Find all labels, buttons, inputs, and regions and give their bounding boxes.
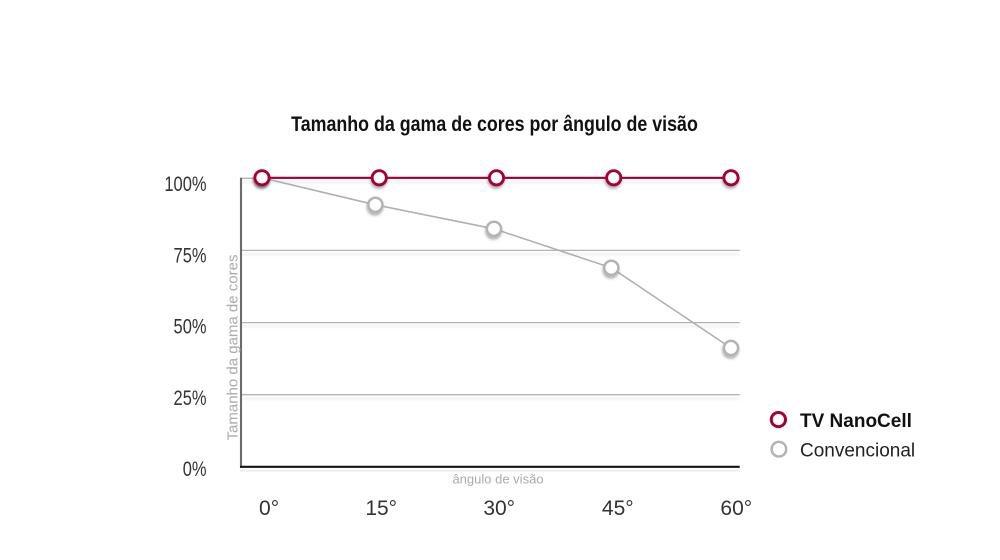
svg-text:60°: 60° [720, 497, 752, 520]
svg-text:Convencional: Convencional [800, 440, 915, 461]
svg-text:100%: 100% [164, 172, 206, 195]
svg-text:Tamanho da gama de cores: Tamanho da gama de cores [225, 255, 242, 441]
svg-text:ângulo de visão: ângulo de visão [452, 472, 543, 487]
svg-text:0°: 0° [259, 497, 279, 520]
svg-text:30°: 30° [483, 497, 515, 520]
svg-text:0%: 0% [183, 457, 207, 480]
svg-text:45°: 45° [602, 497, 634, 520]
svg-text:15°: 15° [365, 497, 397, 520]
svg-text:Tamanho da gama de cores por â: Tamanho da gama de cores por ângulo de v… [291, 113, 698, 137]
svg-text:50%: 50% [174, 315, 207, 338]
svg-text:75%: 75% [174, 243, 207, 266]
svg-text:TV NanoCell: TV NanoCell [800, 411, 912, 432]
svg-text:25%: 25% [174, 386, 207, 409]
